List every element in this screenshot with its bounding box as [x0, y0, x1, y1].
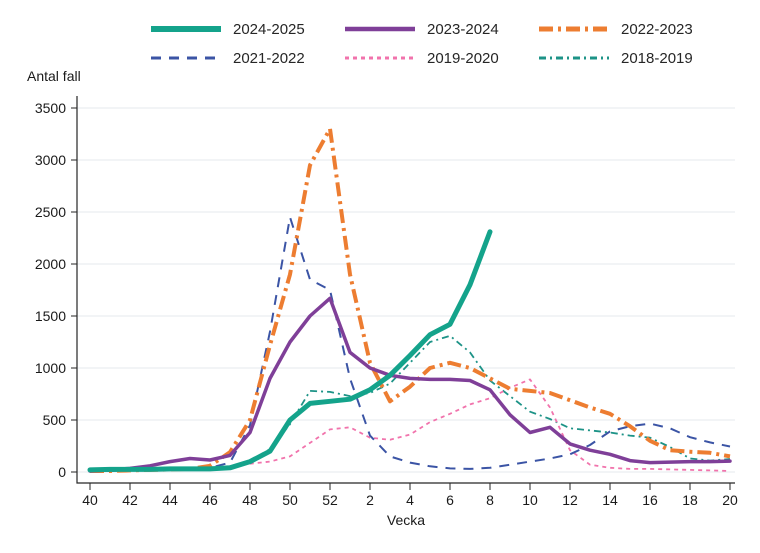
- legend-swatch-icon: [345, 56, 415, 60]
- legend-item-2019-2020: 2019-2020: [344, 47, 538, 69]
- series-line-2022-2023: [90, 126, 731, 473]
- x-axis-title: Vecka: [386, 512, 426, 528]
- x-tick-label: 44: [162, 492, 178, 508]
- x-tick-label: 16: [642, 492, 658, 508]
- x-tick-label: 50: [282, 492, 298, 508]
- series-line-2021-2022: [90, 216, 731, 472]
- legend-item-2022-2023: 2022-2023: [538, 18, 732, 40]
- x-tick-label: 14: [602, 492, 618, 508]
- y-tick-label: 2000: [35, 256, 66, 272]
- y-tick-label: 3500: [35, 100, 66, 116]
- axis-line: [76, 96, 735, 484]
- chart-legend: 2024-2025 2023-2024 2022-2023 2021-2022 2019…: [150, 18, 732, 69]
- series-line-2023-2024: [88, 296, 732, 473]
- legend-swatch-icon: [539, 26, 609, 32]
- legend-item-2021-2022: 2021-2022: [150, 47, 344, 69]
- legend-label: 2024-2025: [233, 20, 305, 38]
- y-tick-label: 500: [43, 412, 67, 428]
- x-tick-label: 10: [522, 492, 538, 508]
- x-tick-label: 18: [682, 492, 698, 508]
- legend-swatch-icon: [151, 56, 221, 60]
- x-tick-label: 40: [82, 492, 98, 508]
- x-tick-label: 6: [446, 492, 454, 508]
- y-axis-title: Antal fall: [27, 68, 81, 84]
- x-tick-label: 8: [486, 492, 494, 508]
- legend-item-2018-2019: 2018-2019: [538, 47, 732, 69]
- x-tick-label: 48: [242, 492, 258, 508]
- x-tick-label: 52: [322, 492, 338, 508]
- y-tick-label: 0: [58, 464, 66, 480]
- x-tick-label: 20: [722, 492, 738, 508]
- legend-label: 2019-2020: [427, 49, 499, 67]
- x-tick-label: 42: [122, 492, 138, 508]
- legend-label: 2022-2023: [621, 20, 693, 38]
- x-tick-label: 12: [562, 492, 578, 508]
- y-tick-label: 2500: [35, 204, 66, 220]
- y-tick-label: 1500: [35, 308, 66, 324]
- legend-swatch-icon: [539, 56, 609, 60]
- legend-item-2024-2025: 2024-2025: [150, 18, 344, 40]
- legend-item-2023-2024: 2023-2024: [344, 18, 538, 40]
- legend-label: 2018-2019: [621, 49, 693, 67]
- legend-label: 2023-2024: [427, 20, 499, 38]
- y-tick-label: 1000: [35, 360, 66, 376]
- legend-swatch-icon: [345, 26, 415, 32]
- y-tick-label: 3000: [35, 152, 66, 168]
- series-line-2019-2020: [89, 378, 731, 472]
- legend-swatch-icon: [151, 26, 221, 32]
- x-tick-label: 2: [366, 492, 374, 508]
- series-line-2024-2025: [87, 229, 493, 473]
- x-tick-label: 4: [406, 492, 414, 508]
- x-tick-label: 46: [202, 492, 218, 508]
- legend-label: 2021-2022: [233, 49, 305, 67]
